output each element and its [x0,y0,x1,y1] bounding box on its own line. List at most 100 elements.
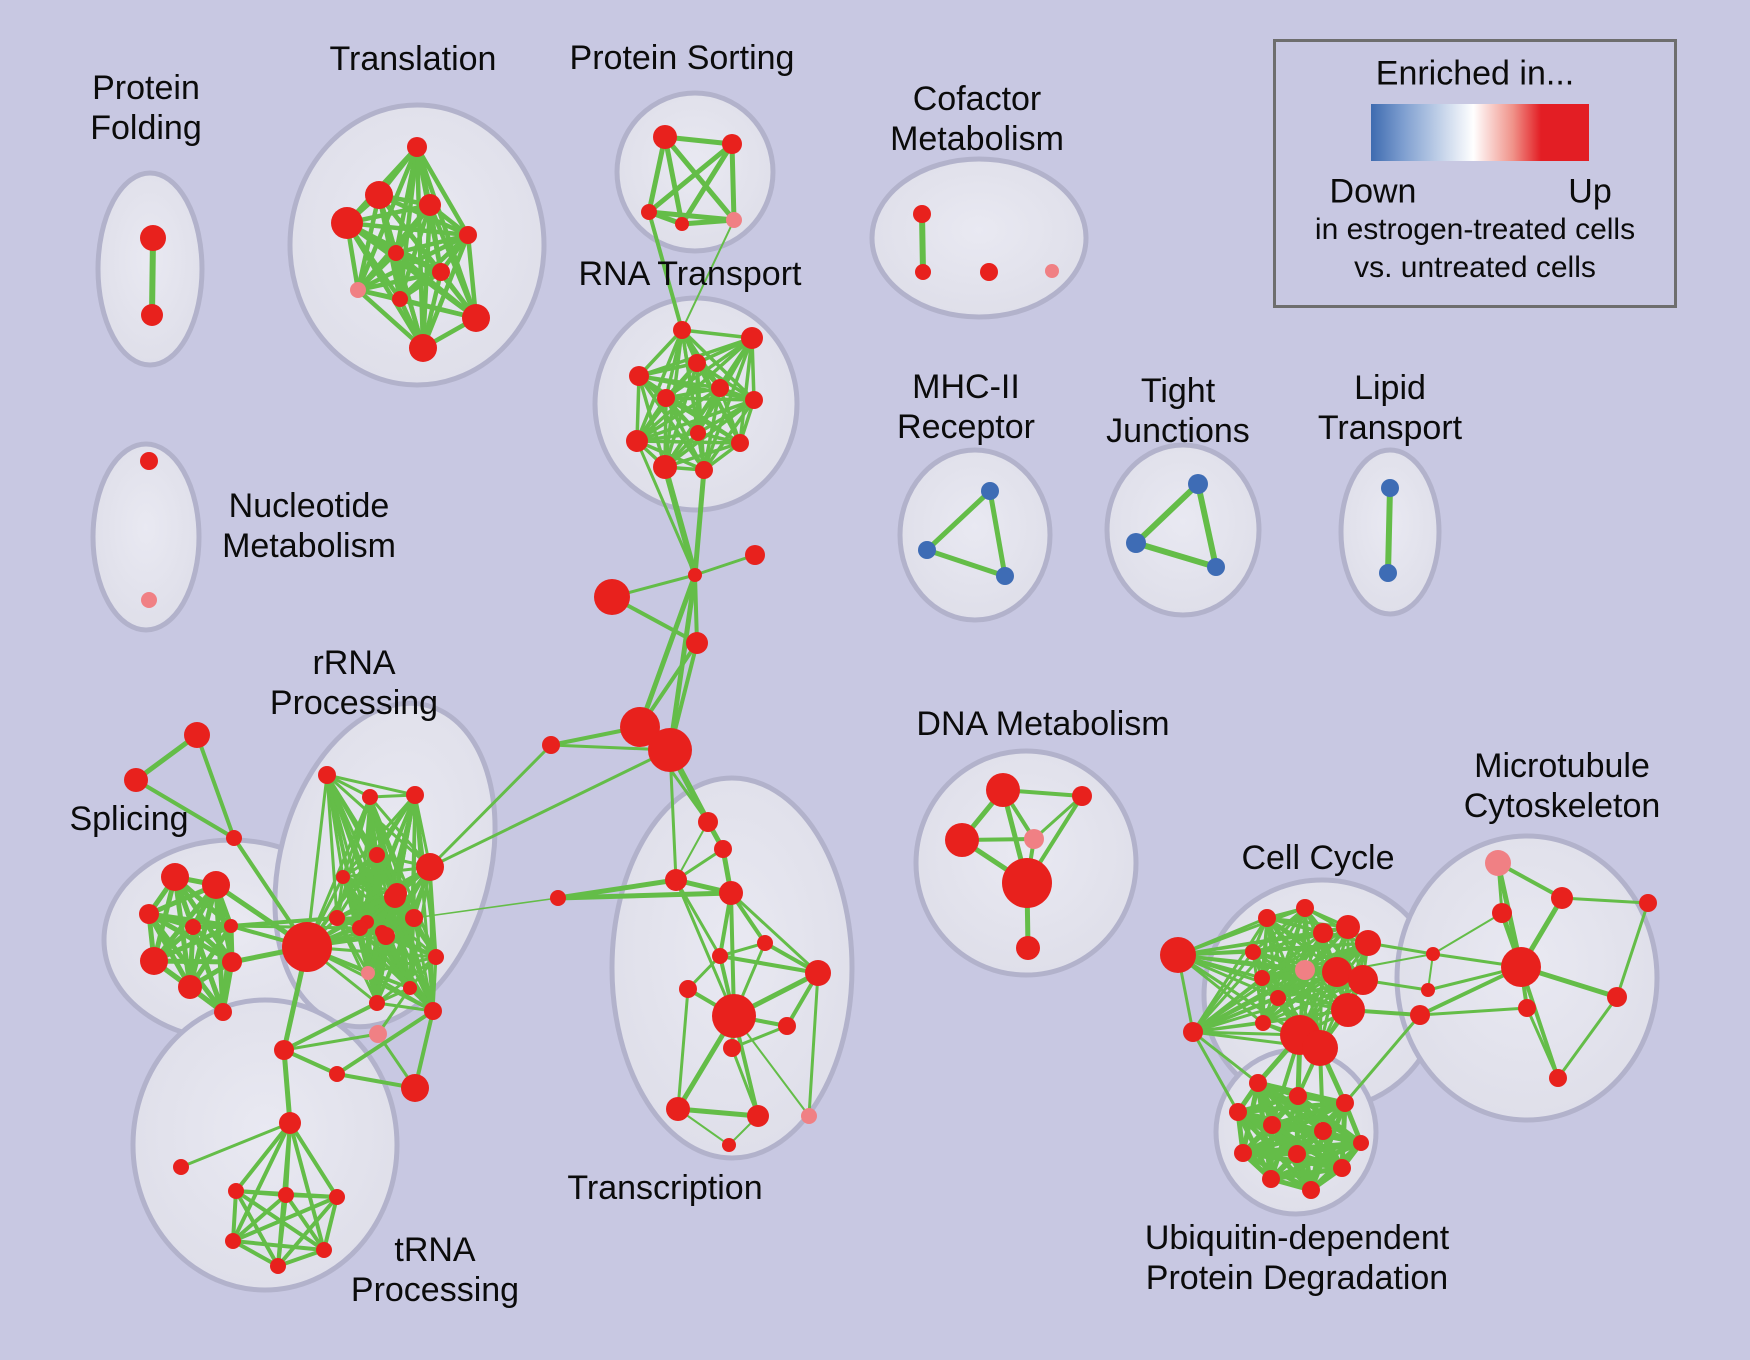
gene-set-node-cell-cycle-3[interactable] [1296,899,1314,917]
gene-set-node-translation-8[interactable] [392,291,408,307]
gene-set-node-connector-4[interactable] [620,707,660,747]
gene-set-node-trna-processing-8[interactable] [274,1040,294,1060]
gene-set-node-rrna-processing-19[interactable] [352,920,368,936]
gene-set-node-microtubule-cytoskeleton-3[interactable] [1501,947,1541,987]
gene-set-node-microtubule-cytoskeleton-10[interactable] [1639,894,1657,912]
gene-set-node-mhc-ii-receptor-2[interactable] [996,567,1014,585]
gene-set-node-mhc-ii-receptor-1[interactable] [918,541,936,559]
gene-set-node-protein-sorting-0[interactable] [653,125,677,149]
gene-set-node-translation-0[interactable] [407,137,427,157]
gene-set-node-rrna-processing-10[interactable] [282,922,332,972]
gene-set-node-transcription-10[interactable] [723,1039,741,1057]
gene-set-node-rna-transport-0[interactable] [673,321,691,339]
gene-set-node-ubiquitin-degradation-1[interactable] [1289,1087,1307,1105]
gene-set-node-microtubule-cytoskeleton-1[interactable] [1551,887,1573,909]
gene-set-node-transcription-2[interactable] [665,869,687,891]
gene-set-node-protein-folding-0[interactable] [140,225,166,251]
gene-set-node-cell-cycle-10[interactable] [1348,965,1378,995]
gene-set-node-splicing-2[interactable] [139,904,159,924]
gene-set-node-microtubule-cytoskeleton-9[interactable] [1549,1069,1567,1087]
gene-set-node-tight-junctions-2[interactable] [1207,558,1225,576]
gene-set-node-dna-metabolism-4[interactable] [1002,858,1052,908]
gene-set-node-cell-cycle-6[interactable] [1355,930,1381,956]
gene-set-node-translation-10[interactable] [409,334,437,362]
gene-set-node-rna-transport-10[interactable] [653,455,677,479]
gene-set-node-ubiquitin-degradation-10[interactable] [1262,1170,1280,1188]
gene-set-node-cell-cycle-13[interactable] [1255,1015,1271,1031]
gene-set-node-trna-processing-1[interactable] [173,1159,189,1175]
gene-set-node-rrna-processing-13[interactable] [403,981,417,995]
gene-set-node-rrna-processing-14[interactable] [384,886,406,908]
gene-set-node-nucleotide-metabolism-0[interactable] [140,452,158,470]
gene-set-node-translation-4[interactable] [459,226,477,244]
gene-set-node-rrna-processing-18[interactable] [377,927,395,945]
gene-set-node-transcription-0[interactable] [698,812,718,832]
gene-set-node-rrna-processing-0[interactable] [318,766,336,784]
gene-set-node-mhc-ii-receptor-0[interactable] [981,482,999,500]
gene-set-node-dna-metabolism-2[interactable] [945,823,979,857]
gene-set-node-trna-processing-10[interactable] [401,1074,429,1102]
gene-set-node-cell-cycle-16[interactable] [1302,1030,1338,1066]
gene-set-node-rna-transport-3[interactable] [688,354,706,372]
gene-set-node-rrna-processing-5[interactable] [416,853,444,881]
gene-set-node-microtubule-cytoskeleton-6[interactable] [1426,947,1440,961]
gene-set-node-connector-5[interactable] [648,728,692,772]
gene-set-node-lipid-transport-1[interactable] [1379,564,1397,582]
gene-set-node-ubiquitin-degradation-6[interactable] [1353,1135,1369,1151]
gene-set-node-rna-transport-9[interactable] [731,434,749,452]
gene-set-node-ubiquitin-degradation-0[interactable] [1249,1074,1267,1092]
gene-set-node-microtubule-cytoskeleton-4[interactable] [1607,987,1627,1007]
gene-set-node-rrna-processing-4[interactable] [336,870,350,884]
gene-set-node-splicing-3[interactable] [185,919,201,935]
gene-set-node-cell-cycle-11[interactable] [1270,990,1286,1006]
gene-set-node-transcription-14[interactable] [722,1138,736,1152]
gene-set-node-cell-cycle-7[interactable] [1295,960,1315,980]
gene-set-node-connector-1[interactable] [745,545,765,565]
gene-set-node-translation-1[interactable] [365,181,393,209]
gene-set-node-tight-junctions-1[interactable] [1126,533,1146,553]
gene-set-node-trna-processing-5[interactable] [225,1233,241,1249]
gene-set-node-protein-sorting-2[interactable] [641,204,657,220]
gene-set-node-rna-transport-8[interactable] [626,430,648,452]
gene-set-node-protein-sorting-4[interactable] [726,212,742,228]
gene-set-node-rrna-processing-2[interactable] [406,786,424,804]
gene-set-node-rrna-processing-17[interactable] [369,995,385,1011]
gene-set-node-connector-9[interactable] [226,830,242,846]
gene-set-node-transcription-5[interactable] [712,948,728,964]
gene-set-node-translation-3[interactable] [419,194,441,216]
gene-set-node-transcription-3[interactable] [719,881,743,905]
gene-set-node-transcription-1[interactable] [714,840,732,858]
gene-set-node-trna-processing-9[interactable] [329,1066,345,1082]
gene-set-node-cofactor-metabolism-0[interactable] [913,205,931,223]
gene-set-node-cell-cycle-9[interactable] [1322,957,1352,987]
gene-set-node-ubiquitin-degradation-9[interactable] [1333,1159,1351,1177]
gene-set-node-translation-6[interactable] [432,263,450,281]
gene-set-node-microtubule-cytoskeleton-0[interactable] [1485,850,1511,876]
gene-set-node-dna-metabolism-1[interactable] [1072,786,1092,806]
gene-set-node-cell-cycle-1[interactable] [1245,944,1261,960]
gene-set-node-cell-cycle-2[interactable] [1258,909,1276,927]
gene-set-node-ubiquitin-degradation-2[interactable] [1336,1094,1354,1112]
gene-set-node-protein-folding-1[interactable] [141,304,163,326]
gene-set-node-splicing-5[interactable] [140,947,168,975]
gene-set-node-splicing-4[interactable] [224,919,238,933]
gene-set-node-translation-7[interactable] [350,282,366,298]
gene-set-node-splicing-6[interactable] [178,975,202,999]
gene-set-node-ubiquitin-degradation-7[interactable] [1234,1144,1252,1162]
gene-set-node-cofactor-metabolism-1[interactable] [915,264,931,280]
gene-set-node-trna-processing-0[interactable] [279,1112,301,1134]
gene-set-node-connector-10[interactable] [542,736,560,754]
gene-set-node-rrna-processing-12[interactable] [361,966,375,980]
gene-set-node-transcription-7[interactable] [679,980,697,998]
gene-set-node-nucleotide-metabolism-1[interactable] [141,592,157,608]
gene-set-node-splicing-7[interactable] [222,952,242,972]
gene-set-node-ubiquitin-degradation-5[interactable] [1314,1122,1332,1140]
gene-set-node-trna-processing-4[interactable] [329,1189,345,1205]
gene-set-node-cell-cycle-14[interactable] [1183,1022,1203,1042]
gene-set-node-cell-cycle-5[interactable] [1336,915,1360,939]
gene-set-node-trna-processing-6[interactable] [316,1242,332,1258]
gene-set-node-rna-transport-4[interactable] [657,389,675,407]
gene-set-node-cell-cycle-4[interactable] [1313,923,1333,943]
gene-set-node-rrna-processing-1[interactable] [362,789,378,805]
gene-set-node-translation-9[interactable] [462,304,490,332]
